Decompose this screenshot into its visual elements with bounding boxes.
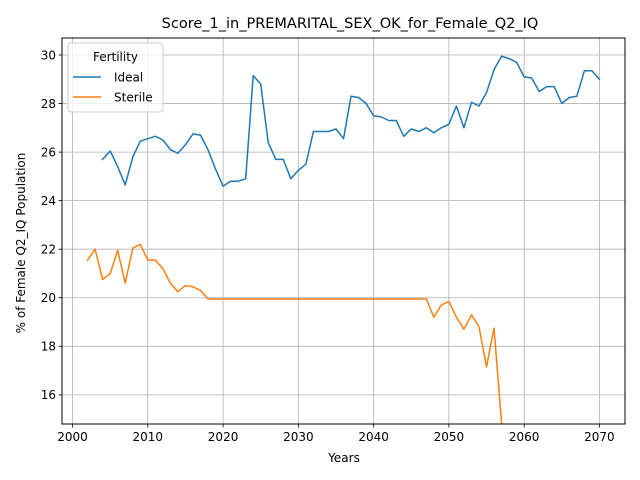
y-axis-label: % of Female Q2_IQ Population bbox=[14, 153, 28, 334]
y-tick-label: 22 bbox=[41, 243, 56, 257]
legend-box bbox=[67, 42, 164, 113]
x-tick-label: 2000 bbox=[57, 430, 88, 444]
x-tick-label: 2030 bbox=[283, 430, 314, 444]
y-tick-label: 20 bbox=[41, 291, 56, 305]
y-tick-label: 24 bbox=[41, 194, 56, 208]
plot-frame bbox=[61, 37, 626, 425]
legend-entries: Ideal Sterile bbox=[73, 70, 153, 104]
x-tick-label: 2010 bbox=[133, 430, 164, 444]
legend-entry-label: Ideal bbox=[114, 70, 143, 84]
series-lines bbox=[86, 55, 601, 424]
x-tick-label: 2060 bbox=[509, 430, 540, 444]
y-tick-label: 30 bbox=[41, 48, 56, 62]
x-tick-label: 2040 bbox=[358, 430, 389, 444]
legend-title: Fertility bbox=[93, 50, 138, 64]
legend: Fertility Ideal Sterile bbox=[67, 42, 164, 113]
y-axis-ticks: 16 18 20 22 24 26 28 30 bbox=[41, 48, 62, 402]
y-tick-label: 16 bbox=[41, 388, 56, 402]
legend-entry-label: Sterile bbox=[114, 90, 153, 104]
x-axis-ticks: 2000 2010 2020 2030 2040 2050 2060 2070 bbox=[57, 424, 615, 444]
grid-lines bbox=[62, 38, 625, 424]
chart-title: Score_1_in_PREMARITAL_SEX_OK_for_Female_… bbox=[162, 16, 539, 32]
y-tick-label: 26 bbox=[41, 145, 56, 159]
x-axis-label: Years bbox=[327, 451, 360, 465]
x-tick-label: 2050 bbox=[434, 430, 465, 444]
x-tick-label: 2020 bbox=[208, 430, 239, 444]
series-line-sterile bbox=[86, 243, 503, 424]
series-line-ideal bbox=[101, 55, 601, 187]
x-tick-label: 2070 bbox=[584, 430, 615, 444]
y-tick-label: 28 bbox=[41, 97, 56, 111]
y-tick-label: 18 bbox=[41, 340, 56, 354]
